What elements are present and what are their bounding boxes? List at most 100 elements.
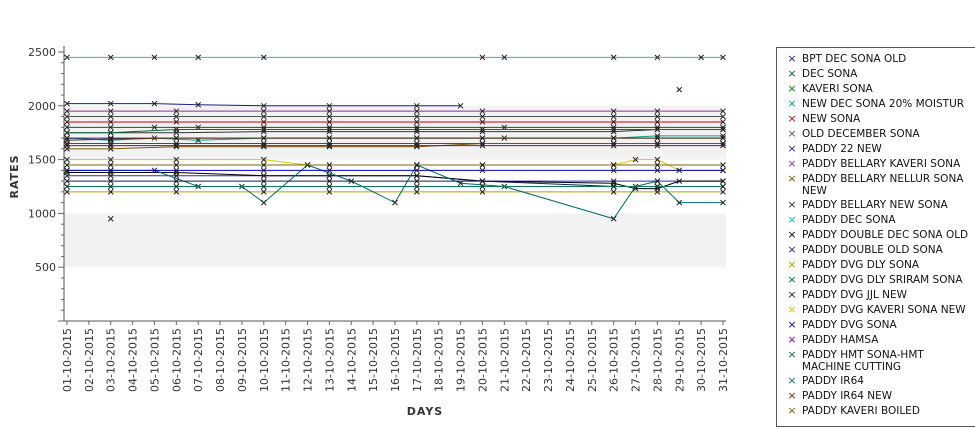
data-point-stroke bbox=[414, 142, 420, 149]
data-point bbox=[107, 100, 114, 107]
x-tick-label: 19-10-2015 bbox=[455, 328, 468, 392]
data-point bbox=[173, 113, 180, 120]
legend-item: × PADDY KAVERI BOILED bbox=[777, 404, 975, 418]
data-point bbox=[107, 178, 114, 184]
x-tick-label: 18-10-2015 bbox=[433, 328, 446, 392]
data-point-stroke bbox=[414, 126, 420, 133]
y-tick-label: 1000 bbox=[28, 207, 56, 220]
x-tick-label: 27-10-2015 bbox=[630, 328, 643, 392]
legend-marker-icon: × bbox=[787, 288, 797, 301]
data-point-stroke bbox=[479, 113, 486, 120]
data-point bbox=[414, 113, 420, 120]
data-point bbox=[676, 86, 683, 93]
data-point bbox=[392, 199, 398, 206]
data-point-stroke bbox=[414, 102, 420, 109]
data-point bbox=[720, 108, 726, 115]
legend-item: × PADDY HMT SONA-HMT MACHINE CUTTING bbox=[777, 348, 975, 373]
data-point bbox=[720, 167, 726, 174]
data-point bbox=[260, 172, 267, 179]
data-point bbox=[720, 178, 726, 184]
data-point bbox=[720, 135, 726, 141]
data-point bbox=[260, 54, 267, 61]
data-point bbox=[414, 126, 420, 133]
data-point-stroke bbox=[414, 108, 420, 115]
data-point-stroke bbox=[479, 126, 486, 133]
data-point-stroke bbox=[654, 54, 661, 61]
legend-marker-icon: × bbox=[787, 389, 797, 402]
data-point bbox=[326, 143, 333, 150]
data-point bbox=[414, 189, 420, 195]
data-point bbox=[326, 178, 333, 184]
legend-item: × KAVERI SONA bbox=[777, 82, 975, 96]
data-point bbox=[151, 54, 158, 61]
series-line bbox=[67, 128, 723, 134]
legend-marker-icon: × bbox=[787, 258, 797, 271]
data-point bbox=[654, 156, 661, 163]
data-point bbox=[610, 142, 617, 149]
data-point bbox=[414, 167, 420, 174]
data-point bbox=[107, 54, 114, 61]
data-point-stroke bbox=[260, 156, 267, 163]
data-point-stroke bbox=[720, 54, 726, 61]
data-point bbox=[107, 156, 114, 163]
data-point bbox=[654, 178, 661, 184]
legend-item: × NEW SONA bbox=[777, 112, 975, 126]
data-point-stroke bbox=[326, 108, 333, 115]
data-point bbox=[64, 183, 70, 190]
legend-item: × PADDY BELLARY KAVERI SONA bbox=[777, 157, 975, 171]
data-point-stroke bbox=[260, 162, 267, 168]
data-point-stroke bbox=[501, 54, 508, 61]
data-point bbox=[173, 183, 180, 190]
data-point-stroke bbox=[64, 108, 70, 115]
data-point-stroke bbox=[720, 183, 726, 190]
data-point bbox=[414, 119, 420, 125]
series-5 bbox=[64, 113, 726, 120]
data-point-stroke bbox=[260, 143, 267, 150]
data-point bbox=[326, 135, 333, 141]
y-tick-label: 1500 bbox=[28, 154, 56, 167]
data-point-stroke bbox=[676, 199, 683, 206]
y-tick-label: 500 bbox=[35, 261, 56, 274]
data-point bbox=[195, 54, 202, 61]
legend-marker-icon: × bbox=[787, 228, 797, 241]
series-11 bbox=[64, 169, 726, 192]
x-tick-label: 31-10-2015 bbox=[717, 328, 730, 392]
data-point bbox=[107, 113, 114, 120]
data-point-stroke bbox=[64, 113, 70, 120]
data-point-stroke bbox=[479, 135, 486, 141]
data-point-stroke bbox=[107, 189, 114, 195]
legend-label: PADDY IR64 NEW bbox=[802, 390, 893, 402]
data-point-stroke bbox=[107, 162, 114, 168]
data-point bbox=[326, 167, 333, 174]
data-point bbox=[64, 108, 70, 115]
data-point-stroke bbox=[720, 167, 726, 174]
data-point-stroke bbox=[414, 119, 420, 125]
data-point-stroke bbox=[173, 135, 180, 141]
data-point bbox=[654, 108, 661, 115]
data-point-stroke bbox=[260, 102, 267, 109]
data-point-stroke bbox=[151, 124, 158, 131]
data-point-stroke bbox=[64, 178, 70, 184]
x-tick-label: 02-10-2015 bbox=[83, 328, 96, 392]
data-point-stroke bbox=[720, 199, 726, 206]
x-tick-label: 14-10-2015 bbox=[345, 328, 358, 392]
data-point-stroke bbox=[392, 199, 398, 206]
x-tick-label: 21-10-2015 bbox=[498, 328, 511, 392]
data-point-stroke bbox=[107, 215, 114, 222]
data-point-stroke bbox=[173, 142, 180, 149]
y-tick-label: 2500 bbox=[28, 46, 56, 59]
data-point bbox=[107, 189, 114, 195]
data-point bbox=[326, 108, 333, 115]
data-point bbox=[151, 100, 158, 107]
legend-item: × PADDY IR64 bbox=[777, 374, 975, 388]
data-point-stroke bbox=[720, 189, 726, 195]
data-point-stroke bbox=[479, 167, 486, 174]
x-tick-label: 26-10-2015 bbox=[608, 328, 621, 392]
legend-label: PADDY DEC SONA bbox=[802, 214, 896, 226]
x-tick-label: 01-10-2015 bbox=[61, 328, 74, 392]
data-point-stroke bbox=[610, 142, 617, 149]
data-point-stroke bbox=[654, 135, 661, 141]
data-point bbox=[260, 126, 267, 133]
data-point bbox=[64, 142, 70, 149]
series-15 bbox=[64, 178, 726, 190]
